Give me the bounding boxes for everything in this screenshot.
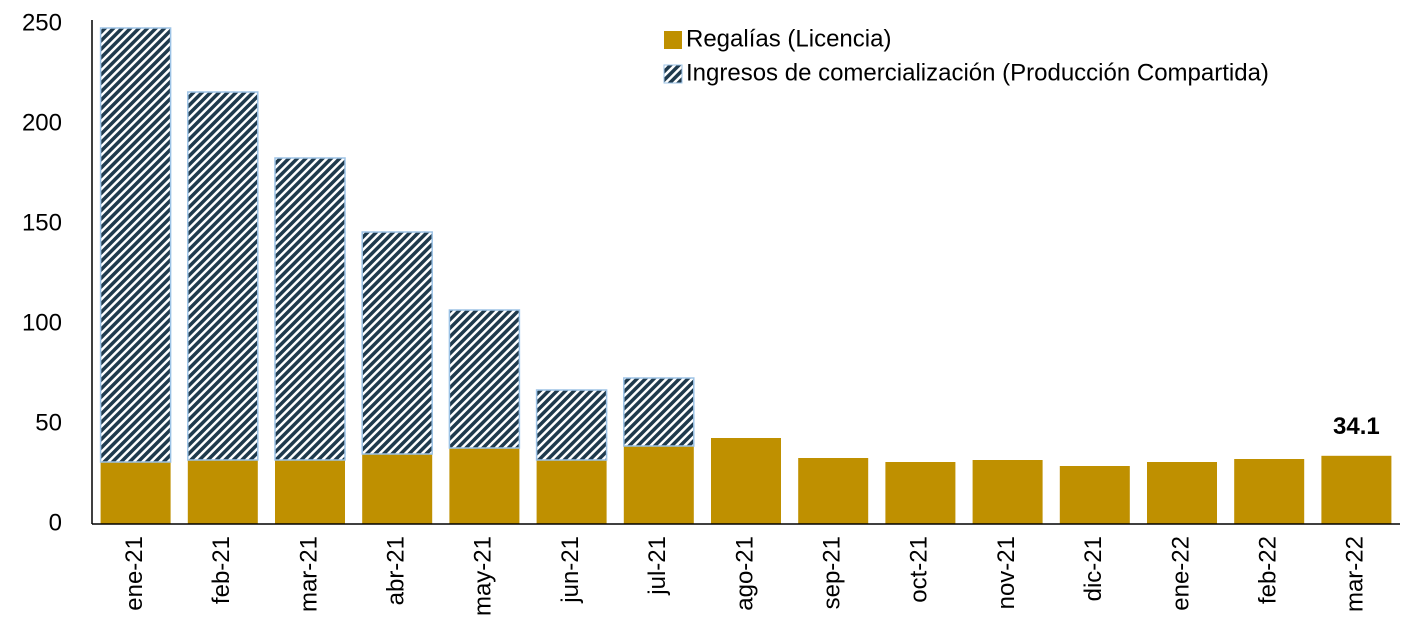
x-tick-label: jul-21 [644, 536, 671, 596]
x-tick-label: dic-21 [1080, 536, 1107, 601]
bar [99, 27, 172, 463]
y-tick-label: 0 [49, 509, 62, 536]
bar [623, 446, 694, 524]
bar [798, 458, 869, 524]
x-tick-label: feb-21 [208, 536, 235, 604]
x-tick-label: sep-21 [819, 536, 846, 609]
x-tick-label: ene-22 [1167, 536, 1194, 611]
bar [711, 438, 781, 524]
x-tick-label: abr-21 [383, 536, 410, 605]
y-tick-label: 100 [22, 309, 62, 336]
data-label: 34.1 [1333, 413, 1380, 440]
x-tick-label: may-21 [470, 536, 497, 616]
x-tick-label: oct-21 [906, 536, 933, 603]
x-tick-label: ago-21 [731, 536, 758, 611]
bar [100, 462, 171, 524]
y-tick-label: 250 [22, 9, 62, 36]
bar [1059, 466, 1130, 524]
x-tick-label: mar-22 [1342, 536, 1369, 612]
bar [623, 377, 695, 447]
bar [361, 231, 433, 455]
bar [187, 460, 258, 524]
bar [972, 460, 1043, 524]
x-tick-label: jun-21 [557, 536, 584, 604]
bar [536, 460, 607, 524]
bar [274, 157, 346, 461]
legend-label: Regalías (Licencia) [686, 25, 891, 52]
y-tick-label: 50 [35, 409, 62, 436]
legend-swatch [664, 31, 682, 49]
legend-label: Ingresos de comercialización (Producción… [686, 59, 1269, 86]
x-tick-label: feb-22 [1255, 536, 1282, 604]
bar [535, 389, 608, 461]
bar [187, 91, 259, 461]
bar [1147, 462, 1217, 524]
bar [449, 448, 520, 524]
bar [448, 309, 521, 449]
x-tick-label: mar-21 [295, 536, 322, 612]
bar [885, 462, 956, 524]
bar [362, 454, 433, 524]
y-tick-label: 200 [22, 109, 62, 136]
bar [1321, 455, 1392, 524]
x-tick-label: ene-21 [121, 536, 148, 611]
bar [275, 460, 345, 524]
x-tick-label: nov-21 [993, 536, 1020, 609]
y-tick-label: 150 [22, 209, 62, 236]
legend-swatch [663, 64, 683, 84]
bar [1234, 459, 1305, 524]
